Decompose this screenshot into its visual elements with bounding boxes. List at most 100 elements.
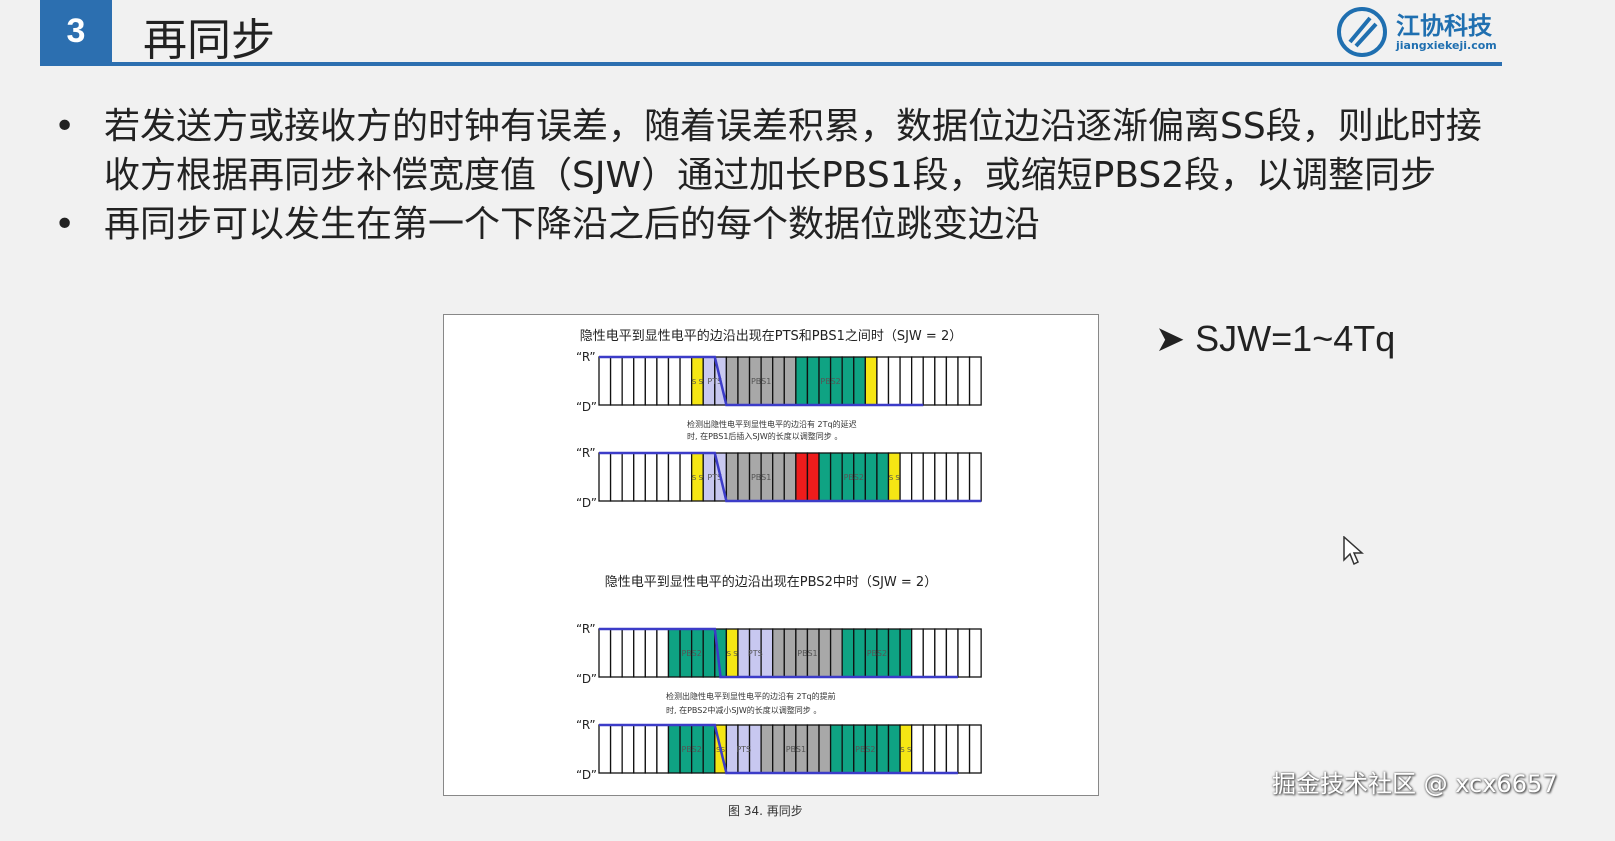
bit-cell-white xyxy=(621,724,635,774)
segment-label: S S xyxy=(692,474,704,482)
bit-cell-pbs2 xyxy=(667,724,681,774)
mouse-cursor-icon xyxy=(1343,536,1364,566)
bit-cell-white xyxy=(957,452,971,502)
bit-cell-pbs2 xyxy=(841,356,855,406)
bit-cell-pbs1 xyxy=(783,628,797,678)
bit-cell-white xyxy=(945,356,959,406)
bit-cell-white xyxy=(656,356,670,406)
bit-cell-pbs1 xyxy=(818,628,832,678)
segment-label: PBS2 xyxy=(820,377,840,386)
bit-cell-pbs2 xyxy=(887,628,901,678)
bit-cell-pbs1 xyxy=(783,452,797,502)
segment-label: S S xyxy=(900,746,912,754)
bit-cell-white xyxy=(633,724,646,774)
bit-cell-white xyxy=(945,724,959,774)
bit-cell-pbs1 xyxy=(772,452,785,502)
signal-line xyxy=(599,355,924,407)
bit-cell-white xyxy=(609,356,623,406)
bit-cell-white xyxy=(621,452,635,502)
bit-cell-pbs1 xyxy=(737,356,751,406)
bit-cell-white xyxy=(679,356,693,406)
bit-cell-pbs2 xyxy=(795,356,809,406)
arrow-bullet-icon: ➤ xyxy=(1155,318,1196,359)
bit-cell-white xyxy=(644,724,658,774)
bit-cell-pbs2 xyxy=(876,452,890,502)
bit-cell-pbs2 xyxy=(806,356,820,406)
bit-cell-white xyxy=(911,628,924,678)
bullet-icon: • xyxy=(54,106,76,147)
bit-cell-white xyxy=(911,356,924,406)
bit-cell-white xyxy=(667,356,681,406)
bit-cell-pbs2 xyxy=(667,628,681,678)
bit-cell-white xyxy=(934,724,948,774)
bit-cell-pbs1 xyxy=(772,356,785,406)
bit-cell-white xyxy=(609,628,623,678)
bit-cell-white xyxy=(633,356,646,406)
bit-cell-pbs1 xyxy=(737,452,751,502)
bit-cell-white xyxy=(598,452,612,502)
bullet-list: • 若发送方或接收方的时钟有误差，随着误差积累，数据位边沿逐渐偏离SS段，则此时接… xyxy=(50,102,1490,249)
bit-cell-white xyxy=(644,628,658,678)
bit-cell-pbs1 xyxy=(806,724,820,774)
bit-cell-pbs2 xyxy=(829,724,843,774)
bit-cell-pbs2 xyxy=(853,628,866,678)
segment-label: PBS2 xyxy=(681,649,701,658)
bit-cell-white xyxy=(656,452,670,502)
bit-cell-white xyxy=(633,628,646,678)
bit-cell-pbs2 xyxy=(887,724,901,774)
bullet-icon: • xyxy=(54,204,76,245)
bit-cell-white xyxy=(957,628,971,678)
bit-cell-pbs2 xyxy=(702,724,716,774)
bit-cell-white xyxy=(968,356,982,406)
segment-label: PBS1 xyxy=(751,473,771,482)
diagram-canvas: 隐性电平到显性电平的边沿出现在PTS和PBS1之间时（SJW = 2） 隐性电平到… xyxy=(576,328,982,782)
diagram-note: 时, 在PBS2中减小SJW的长度以调整同步 。 xyxy=(666,705,821,715)
segment-label: PBS1 xyxy=(786,745,806,754)
bit-cell-white xyxy=(899,356,913,406)
segment-label: PTS xyxy=(736,745,751,754)
bit-cell-white xyxy=(598,356,612,406)
bit-cell-white xyxy=(922,628,936,678)
bit-cell-white xyxy=(644,356,658,406)
bit-cell-pbs1 xyxy=(725,452,739,502)
bit-cell-pbs2 xyxy=(702,628,716,678)
segment-label: PBS1 xyxy=(797,649,817,658)
label-dominant: “D” xyxy=(576,768,597,782)
logo-icon xyxy=(1337,7,1387,57)
bit-cell-pbs1 xyxy=(783,356,797,406)
signal-line xyxy=(599,627,958,679)
bit-cell-pbs2 xyxy=(853,356,866,406)
watermark: 掘金技术社区 @ xcx6657 xyxy=(1272,770,1558,798)
label-recessive: “R” xyxy=(576,622,596,636)
diagram-note: 检测出隐性电平到显性电平的边沿有 2Tq的延迟 xyxy=(687,419,857,429)
header-divider xyxy=(40,62,1502,66)
bit-cell-white xyxy=(945,452,959,502)
bit-cell-pbs2 xyxy=(841,724,855,774)
bit-cell-white xyxy=(887,356,901,406)
bit-cell-pbs1 xyxy=(818,724,832,774)
label-recessive: “R” xyxy=(576,718,596,732)
bit-cell-pbs1 xyxy=(829,628,843,678)
bit-cell-pbs2 xyxy=(841,628,855,678)
bit-cell-pbs1 xyxy=(772,628,785,678)
segment-label: S S xyxy=(727,650,739,658)
label-recessive: “R” xyxy=(576,350,596,364)
bit-cell-white xyxy=(667,452,681,502)
page-title: 再同步 xyxy=(143,15,275,66)
bullet-item: • 若发送方或接收方的时钟有误差，随着误差积累，数据位边沿逐渐偏离SS段，则此时接… xyxy=(50,102,1490,200)
label-recessive: “R” xyxy=(576,446,596,460)
bit-cell-pbs1 xyxy=(760,724,774,774)
bit-cell-white xyxy=(644,452,658,502)
bit-cell-white xyxy=(876,356,890,406)
resync-diagram: 隐性电平到显性电平的边沿出现在PTS和PBS1之间时（SJW = 2） 隐性电平到… xyxy=(443,314,1099,796)
figure-caption: 图 34. 再同步 xyxy=(728,804,803,818)
segment-label: S S xyxy=(889,474,901,482)
bit-cell-pbs2 xyxy=(864,452,878,502)
diagram-heading: 隐性电平到显性电平的边沿出现在PTS和PBS1之间时（SJW = 2） xyxy=(580,328,962,344)
segment-label: PTS xyxy=(707,377,722,386)
bit-cell-white xyxy=(934,452,948,502)
bit-cell-white xyxy=(922,724,936,774)
bit-cell-white xyxy=(968,724,982,774)
bit-cell-white xyxy=(899,452,913,502)
bit-cell-pbs1 xyxy=(772,724,785,774)
